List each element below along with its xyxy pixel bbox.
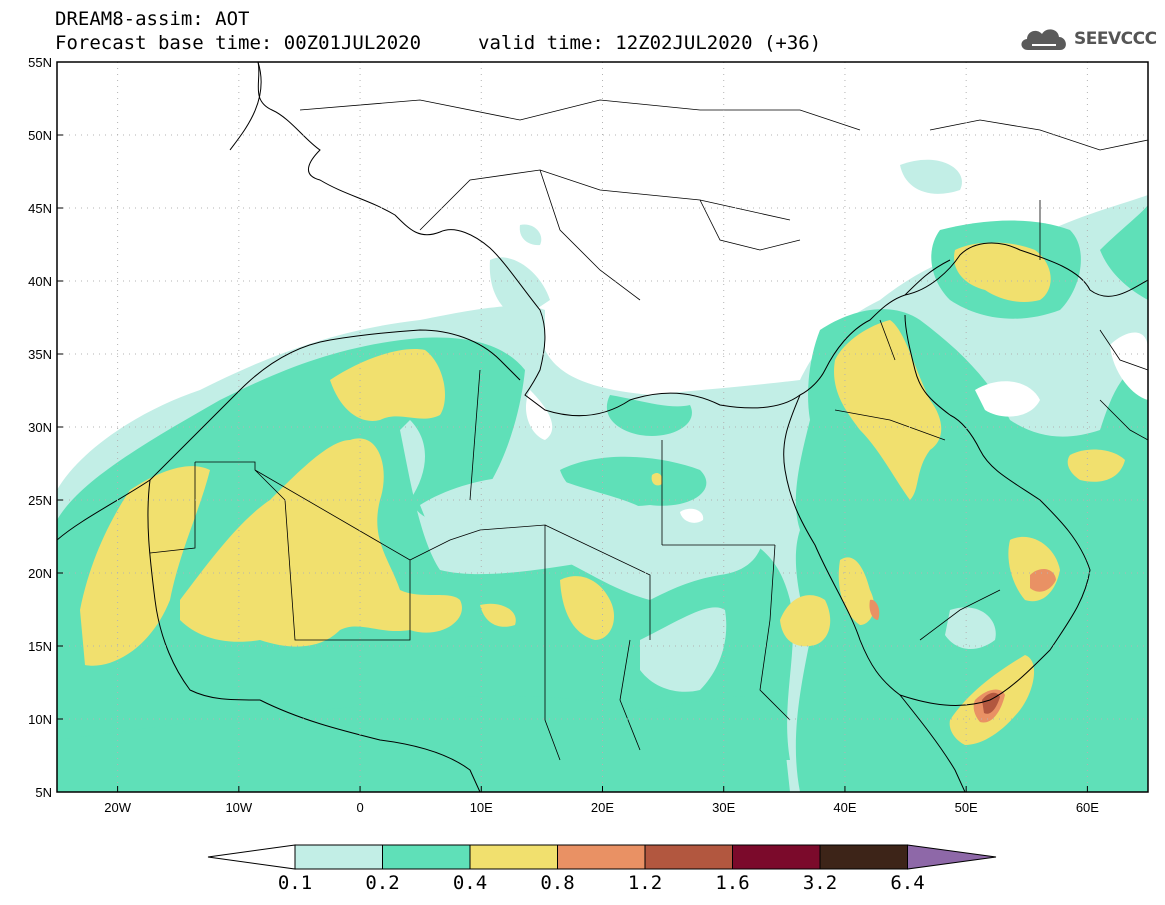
aot-holes [525, 332, 1148, 523]
lat-tick-label: 45N [28, 201, 52, 216]
lon-tick-label: 50E [955, 800, 978, 815]
aot-field [57, 62, 1148, 792]
lat-tick-label: 55N [28, 55, 52, 70]
colorbar-box [469, 844, 558, 870]
lat-tick-label: 5N [35, 785, 52, 800]
lat-tick-label: 40N [28, 274, 52, 289]
colorbar-box [644, 844, 733, 870]
aot-level-0.4 [80, 242, 1125, 745]
lon-tick-label: 20E [591, 800, 614, 815]
colorbar-box [732, 844, 821, 870]
colorbar-box [557, 844, 646, 870]
lat-tick-label: 10N [28, 712, 52, 727]
colorbar-box [819, 844, 908, 870]
lon-tick-label: 10W [225, 800, 252, 815]
colorbar-label: 0.4 [453, 872, 487, 894]
colorbar-label: 1.2 [628, 872, 662, 894]
colorbar-box [294, 844, 383, 870]
lat-tick-label: 25N [28, 493, 52, 508]
colorbar-label: 6.4 [890, 872, 924, 894]
lon-tick-label: 20W [104, 800, 131, 815]
lon-tick-label: 60E [1076, 800, 1099, 815]
lat-tick-label: 15N [28, 639, 52, 654]
forecast-base-time: Forecast base time: 00Z01JUL2020 [55, 32, 422, 54]
aot-level-0.1-inner [420, 476, 996, 692]
colorbar-label: 0.2 [365, 872, 399, 894]
colorbar-label: 1.6 [715, 872, 749, 894]
latitude-ticks: 5N 10N 15N 20N 25N 30N 35N 40N 45N 50N 55N [28, 55, 63, 800]
aot-level-1.2 [982, 692, 1000, 714]
colorbar-label: 3.2 [803, 872, 837, 894]
colorbar-box [382, 844, 471, 870]
lat-tick-label: 30N [28, 420, 52, 435]
cloud-icon [1021, 29, 1066, 50]
colorbar-low-triangle [207, 844, 296, 870]
lon-tick-label: 0 [356, 800, 363, 815]
colorbar: 0.1 0.2 0.4 0.8 1.2 1.6 3.2 6.4 [207, 844, 997, 894]
lat-tick-label: 50N [28, 128, 52, 143]
lon-tick-label: 40E [833, 800, 856, 815]
logo-text: SEEVCCC [1074, 29, 1157, 49]
longitude-ticks: 20W 10W 0 10E 20E 30E 40E 50E 60E [104, 786, 1099, 815]
seevccc-logo: SEEVCCC [1018, 24, 1157, 54]
lat-tick-label: 20N [28, 566, 52, 581]
valid-time: valid time: 12Z02JUL2020 (+36) [478, 32, 822, 54]
lon-tick-label: 30E [712, 800, 735, 815]
title-line-1: DREAM8-assim: AOT [55, 8, 250, 30]
coastlines [57, 62, 1148, 792]
colorbar-high-triangle [907, 844, 997, 870]
country-borders [149, 99, 1148, 761]
colorbar-label: 0.1 [278, 872, 312, 894]
lon-tick-label: 10E [470, 800, 493, 815]
colorbar-label: 0.8 [540, 872, 574, 894]
lat-tick-label: 35N [28, 347, 52, 362]
